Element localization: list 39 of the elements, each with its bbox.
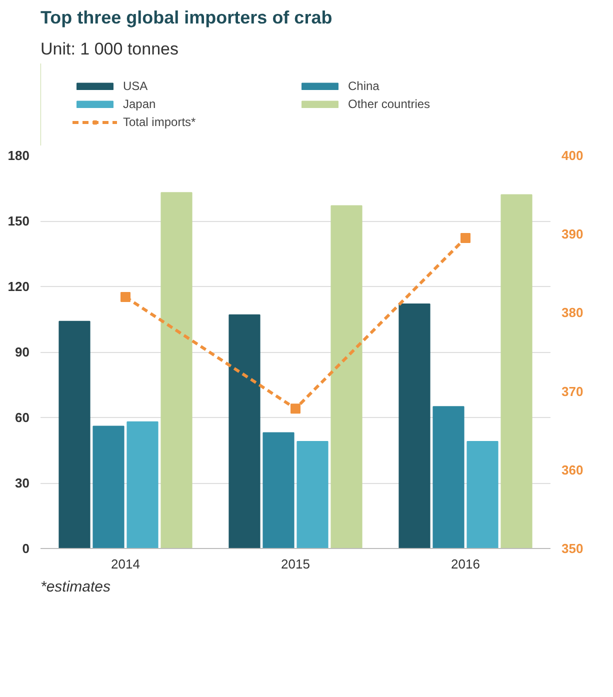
text: *estimates bbox=[40, 578, 112, 596]
y-tick-label: 30 bbox=[15, 476, 30, 490]
bar bbox=[296, 441, 328, 548]
bar bbox=[330, 205, 362, 548]
y-tick-label: 150 bbox=[8, 214, 30, 228]
legend-label: Other countries bbox=[348, 97, 432, 111]
legend-label: Total imports* bbox=[123, 115, 197, 129]
point bbox=[120, 292, 130, 302]
y2-tick-label: 370 bbox=[562, 384, 584, 399]
x-tick-label: 2015 bbox=[281, 556, 310, 572]
bar bbox=[228, 314, 260, 548]
bar bbox=[398, 303, 430, 548]
y2-tick-label: 350 bbox=[562, 541, 584, 556]
legend-label: USA bbox=[123, 79, 149, 93]
chart-title: Top three global importers of crab bbox=[40, 8, 332, 28]
y2-tick-label: 400 bbox=[562, 148, 584, 163]
bar bbox=[432, 406, 464, 548]
y-tick-label: 180 bbox=[8, 148, 30, 163]
y-tick-label: 60 bbox=[15, 410, 30, 425]
bar bbox=[500, 194, 532, 548]
y2-tick-label: 390 bbox=[562, 226, 584, 242]
legend-label: China bbox=[348, 79, 380, 93]
y2-tick-label: 380 bbox=[562, 305, 584, 320]
chart-subtitle: Unit: 1 000 tonnes bbox=[40, 40, 178, 58]
point bbox=[290, 404, 300, 414]
bar bbox=[58, 320, 90, 548]
point bbox=[460, 233, 470, 244]
legend-label: Japan bbox=[123, 97, 157, 111]
bar bbox=[262, 432, 294, 548]
x-tick-label: 2016 bbox=[451, 556, 480, 572]
y-tick-label: 0 bbox=[22, 541, 30, 556]
y2-tick-label: 360 bbox=[562, 462, 584, 478]
y-tick-label: 120 bbox=[8, 279, 30, 294]
x-tick-label: 2014 bbox=[111, 556, 140, 572]
bar bbox=[160, 192, 192, 548]
bar bbox=[466, 441, 498, 548]
bar bbox=[92, 426, 124, 548]
bar bbox=[126, 421, 158, 548]
y-tick-label: 90 bbox=[15, 344, 30, 360]
